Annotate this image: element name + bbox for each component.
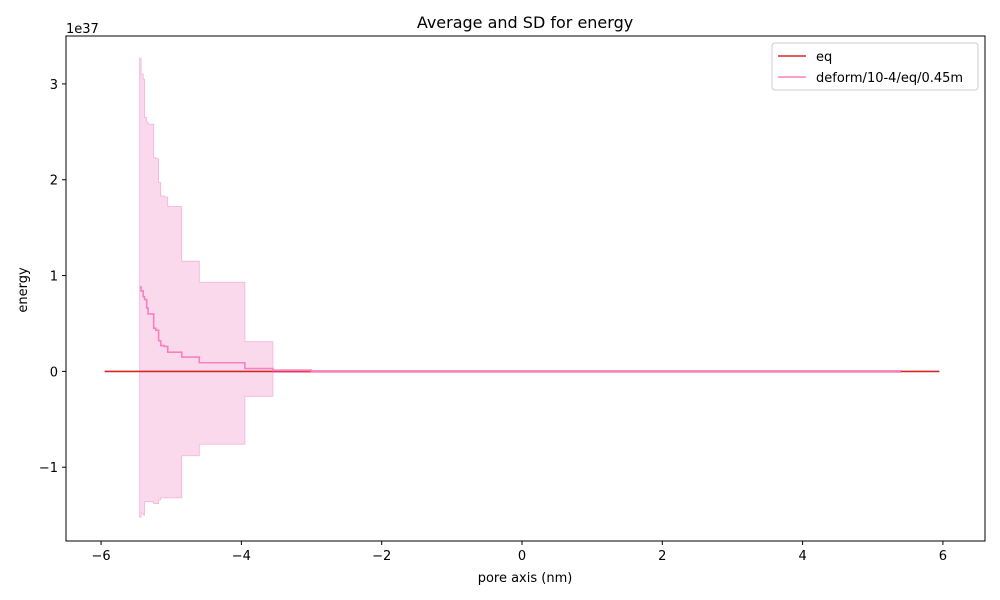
- x-axis-label: pore axis (nm): [478, 571, 573, 586]
- x-tick-label: 0: [518, 549, 526, 564]
- legend-label-eq: eq: [816, 50, 832, 65]
- x-tick-label: 2: [658, 549, 666, 564]
- y-tick-label: 1: [50, 270, 58, 285]
- plot-area-frame: [65, 35, 986, 542]
- y-tick-label: 0: [50, 365, 58, 380]
- x-tick-label: −4: [232, 549, 251, 564]
- y-axis-label: energy: [16, 267, 31, 313]
- sd-band-series-1: [139, 57, 902, 518]
- series-line-1: [139, 286, 901, 373]
- series-lines: [104, 286, 940, 373]
- legend-label-deform: deform/10-4/eq/0.45m: [816, 71, 963, 86]
- chart-title: Average and SD for energy: [417, 13, 633, 32]
- legend: eq deform/10-4/eq/0.45m: [771, 42, 979, 91]
- x-tick-label: −6: [91, 549, 110, 564]
- x-tick-label: 6: [939, 549, 947, 564]
- y-axis-offset-label: 1e37: [66, 22, 99, 37]
- x-tick-label: 4: [798, 549, 806, 564]
- y-tick-label: 2: [50, 174, 58, 189]
- sd-bands: [139, 57, 902, 518]
- x-tick-label: −2: [372, 549, 391, 564]
- y-tick-label: −1: [39, 461, 58, 476]
- legend-box: [771, 42, 979, 91]
- y-tick-label: 3: [50, 78, 58, 93]
- axis-ticks: −6 −4 −2 0 2 4 6 −1 0 1 2 3: [39, 78, 947, 564]
